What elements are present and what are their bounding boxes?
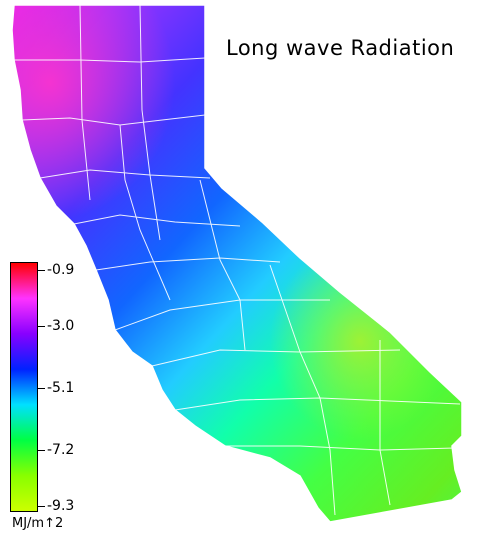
legend-tick-label: -9.3 (47, 498, 75, 514)
legend-tick (38, 450, 45, 451)
legend-tick-label: -3.0 (47, 318, 75, 334)
legend-tick (38, 388, 45, 389)
legend-tick-label: -7.2 (47, 442, 75, 458)
legend-tick (38, 326, 45, 327)
legend-tick-label: -5.1 (47, 380, 75, 396)
legend-tick-label: -0.9 (47, 262, 75, 278)
legend-colorbar (10, 262, 38, 512)
legend-tick (38, 270, 45, 271)
map-title: Long wave Radiation (226, 36, 455, 60)
legend-tick (38, 506, 45, 507)
legend-unit: MJ/m↑2 (12, 516, 64, 531)
